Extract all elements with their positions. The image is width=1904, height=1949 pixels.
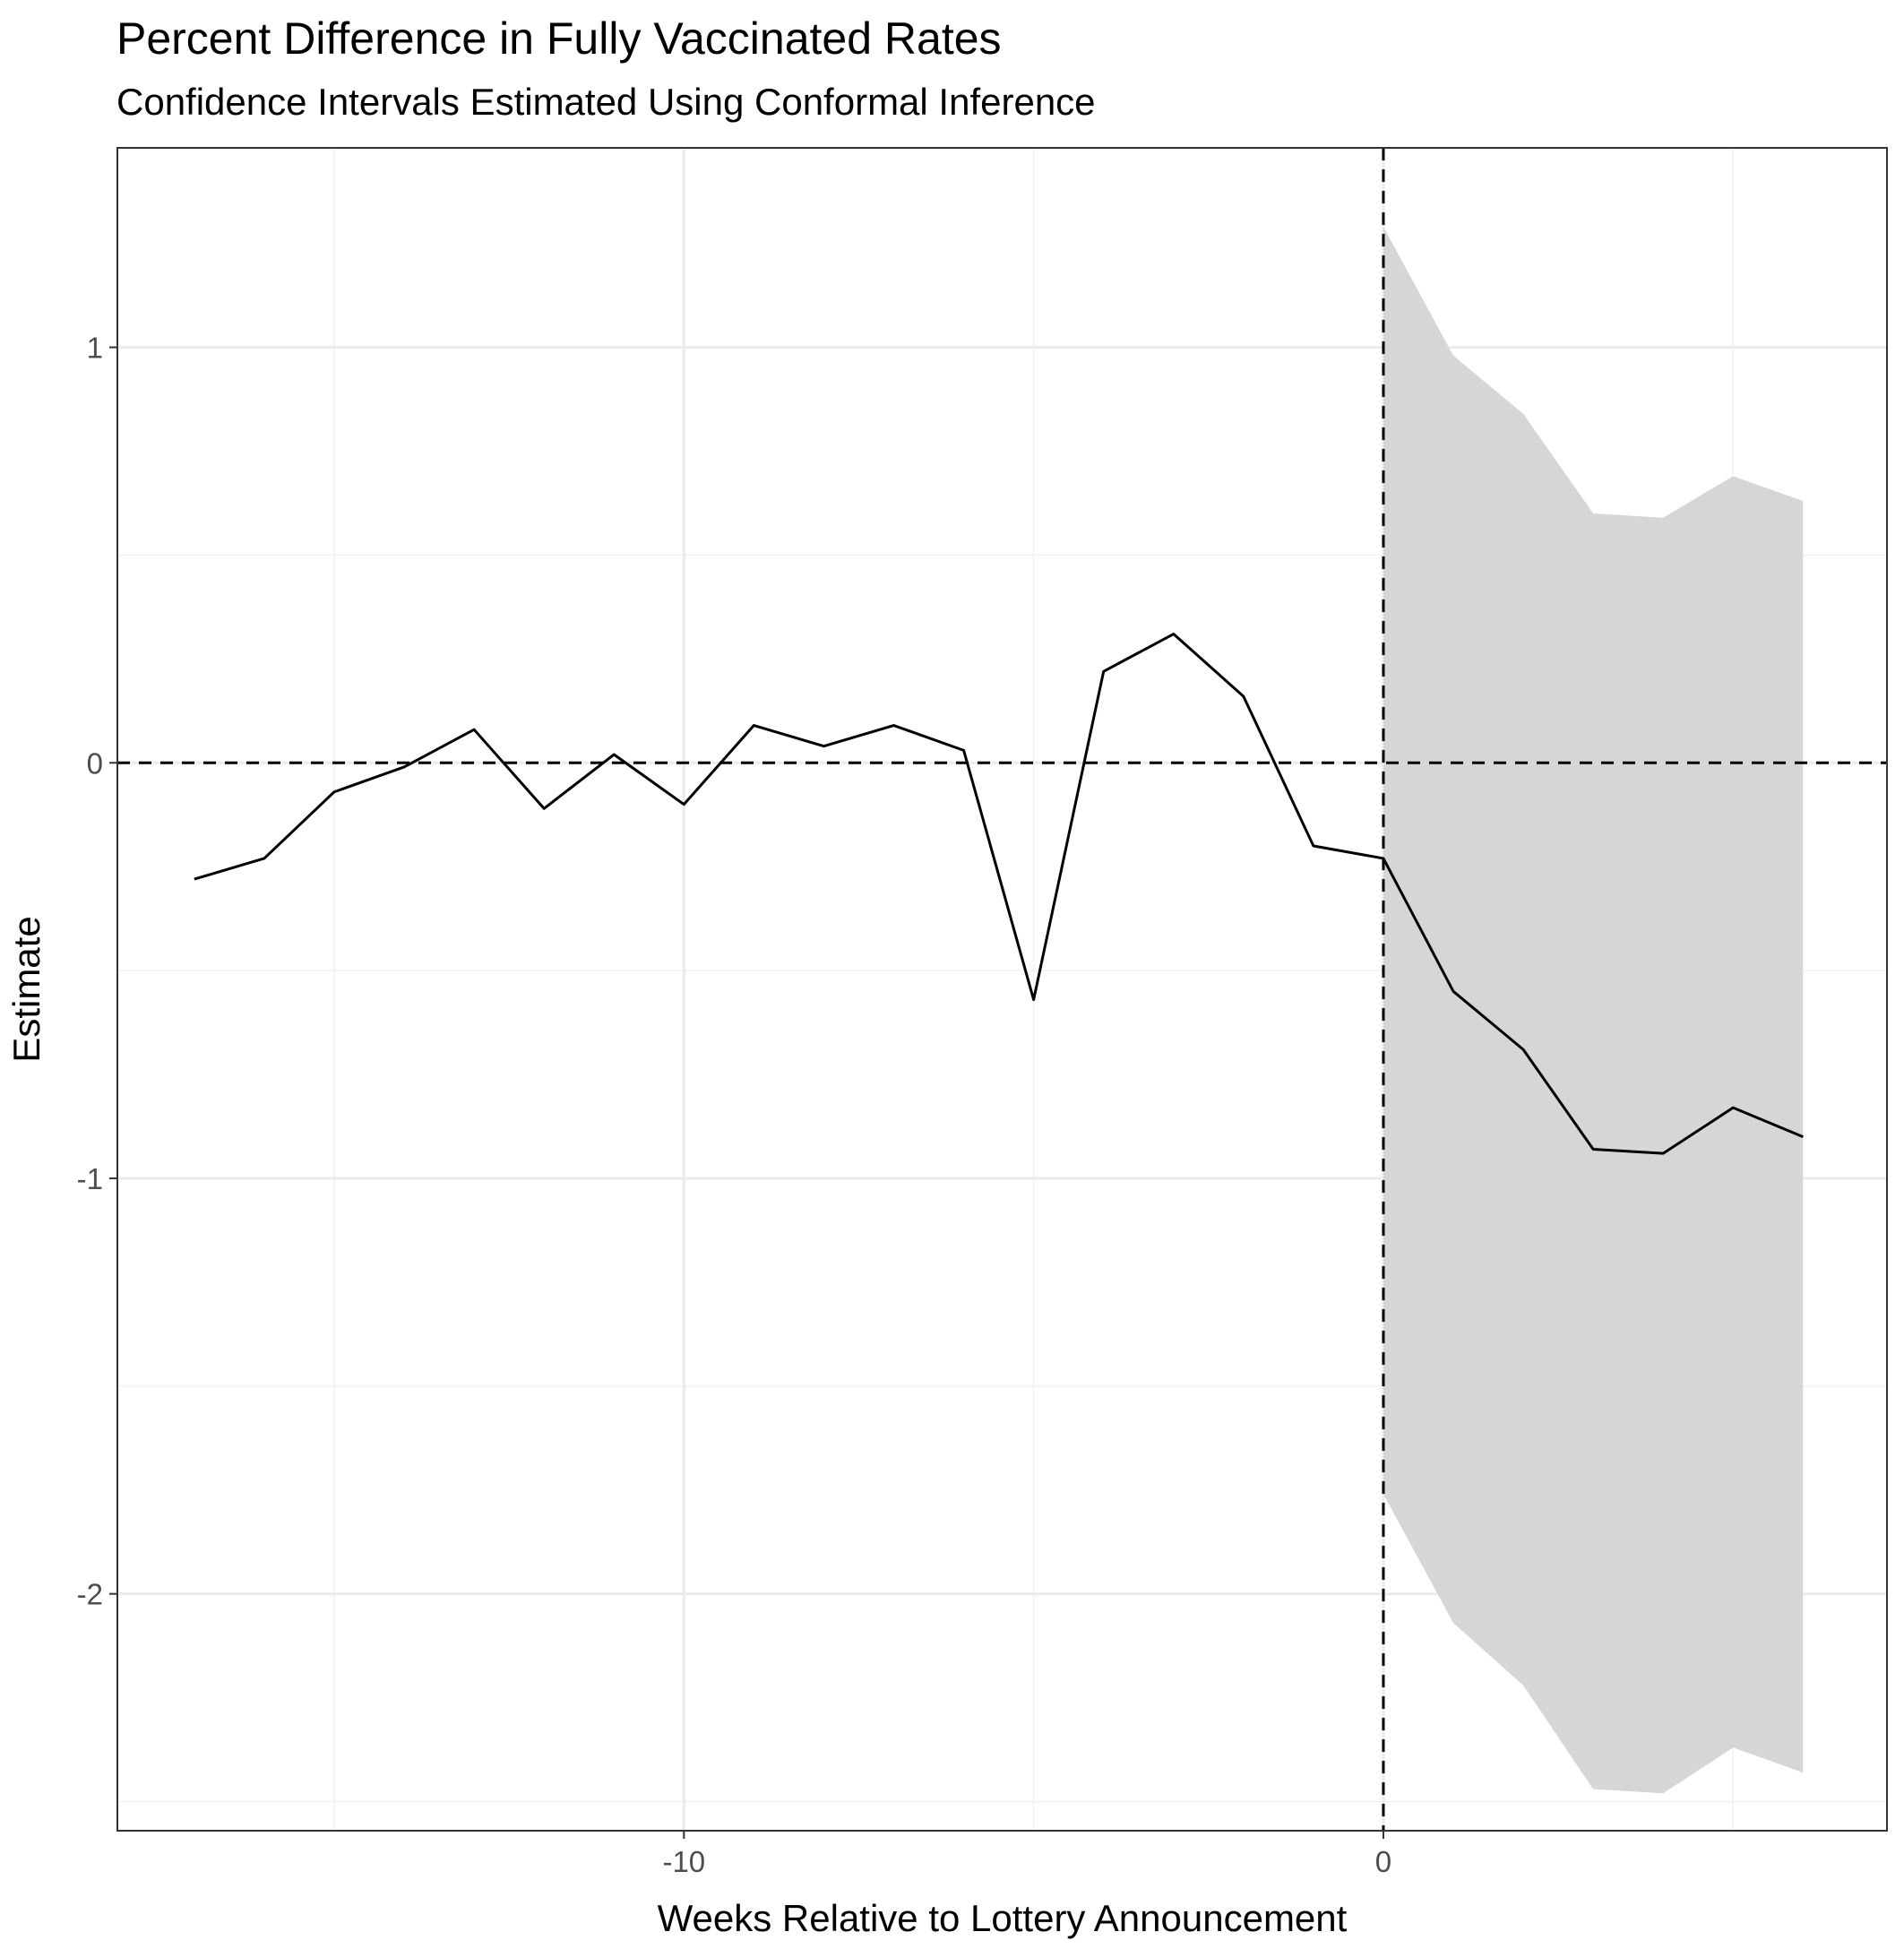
chart-title: Percent Difference in Fully Vaccinated R… (116, 13, 1002, 64)
y-tick-label: 1 (87, 332, 103, 365)
y-tick-label: -2 (77, 1578, 103, 1611)
chart-subtitle: Confidence Intervals Estimated Using Con… (116, 81, 1096, 123)
y-tick-label: -1 (77, 1162, 103, 1195)
y-tick-label: 0 (87, 746, 103, 780)
x-tick-label: 0 (1375, 1845, 1391, 1878)
tick-labels: -10 0-2-101 (77, 332, 1391, 1878)
panel-border (116, 147, 1888, 1832)
reference-lines (117, 148, 1887, 1831)
confidence-band-area (1383, 227, 1804, 1794)
estimate-line (194, 633, 1804, 1155)
x-axis-title: Weeks Relative to Lottery Announcement (658, 1897, 1348, 1939)
y-axis-title: Estimate (5, 916, 47, 1062)
x-tick-label: -10 (662, 1845, 705, 1878)
estimate-series (194, 633, 1804, 1155)
axis-ticks (109, 346, 1384, 1839)
confidence-band (1383, 227, 1804, 1794)
